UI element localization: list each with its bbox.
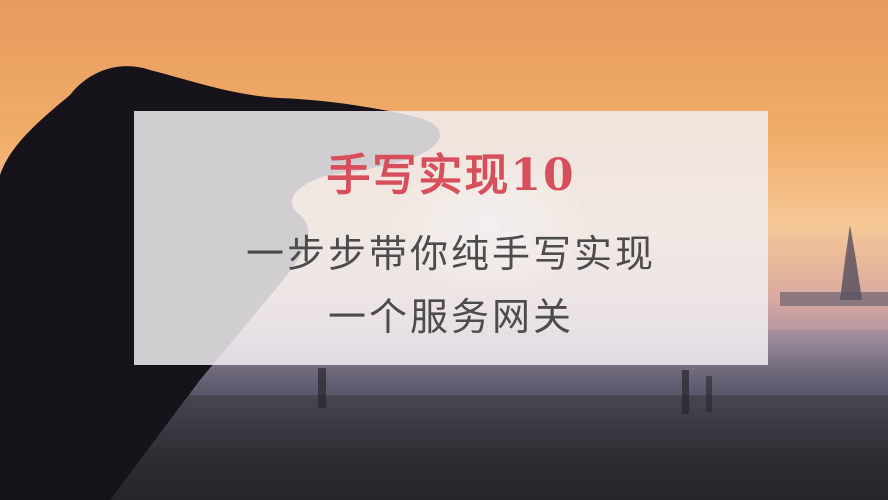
subtitle-line-2: 一个服务网关 (327, 295, 574, 339)
title: 手写实现10 (326, 150, 576, 201)
text-overlay-card: 手写实现10 一步步带你纯手写实现 一个服务网关 (134, 111, 768, 365)
subtitle-line-1: 一步步带你纯手写实现 (245, 232, 656, 276)
